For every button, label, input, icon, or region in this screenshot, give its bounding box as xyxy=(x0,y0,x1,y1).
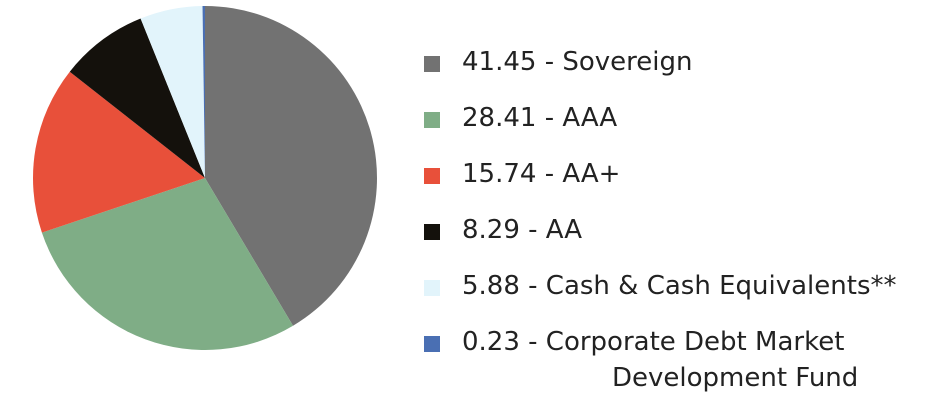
pie-slice xyxy=(202,6,205,178)
legend-swatch xyxy=(424,224,440,240)
legend-swatch xyxy=(424,336,440,352)
legend-swatch xyxy=(424,112,440,128)
legend-label: 5.88 - Cash & Cash Equivalents** xyxy=(462,271,897,301)
legend-label: 28.41 - AAA xyxy=(462,103,618,133)
legend-item: 0.23 - Corporate Debt Market Development… xyxy=(422,324,942,393)
pie-slice xyxy=(205,6,377,326)
legend-swatch xyxy=(424,56,440,72)
legend-label: 8.29 - AA xyxy=(462,215,583,245)
pie-slice xyxy=(41,178,294,350)
pie-slice xyxy=(140,6,205,179)
legend-label: 41.45 - Sovereign xyxy=(462,47,693,77)
pie-slice xyxy=(69,18,205,178)
legend-label: 15.74 - AA+ xyxy=(462,159,621,189)
pie xyxy=(33,6,377,350)
legend: 41.45 - Sovereign 28.41 - AAA 15.74 - AA+ 8… xyxy=(422,44,942,393)
legend-item: 5.88 - Cash & Cash Equivalents** xyxy=(422,268,942,324)
legend-item: 28.41 - AAA xyxy=(422,100,942,156)
legend-swatch xyxy=(424,168,440,184)
legend-swatch xyxy=(424,280,440,296)
legend-item: 8.29 - AA xyxy=(422,212,942,268)
legend-item: 41.45 - Sovereign xyxy=(422,44,942,100)
legend-item: 15.74 - AA+ xyxy=(422,156,942,212)
pie-slice xyxy=(33,71,205,233)
legend-label: 0.23 - Corporate Debt Market Development… xyxy=(462,327,859,393)
